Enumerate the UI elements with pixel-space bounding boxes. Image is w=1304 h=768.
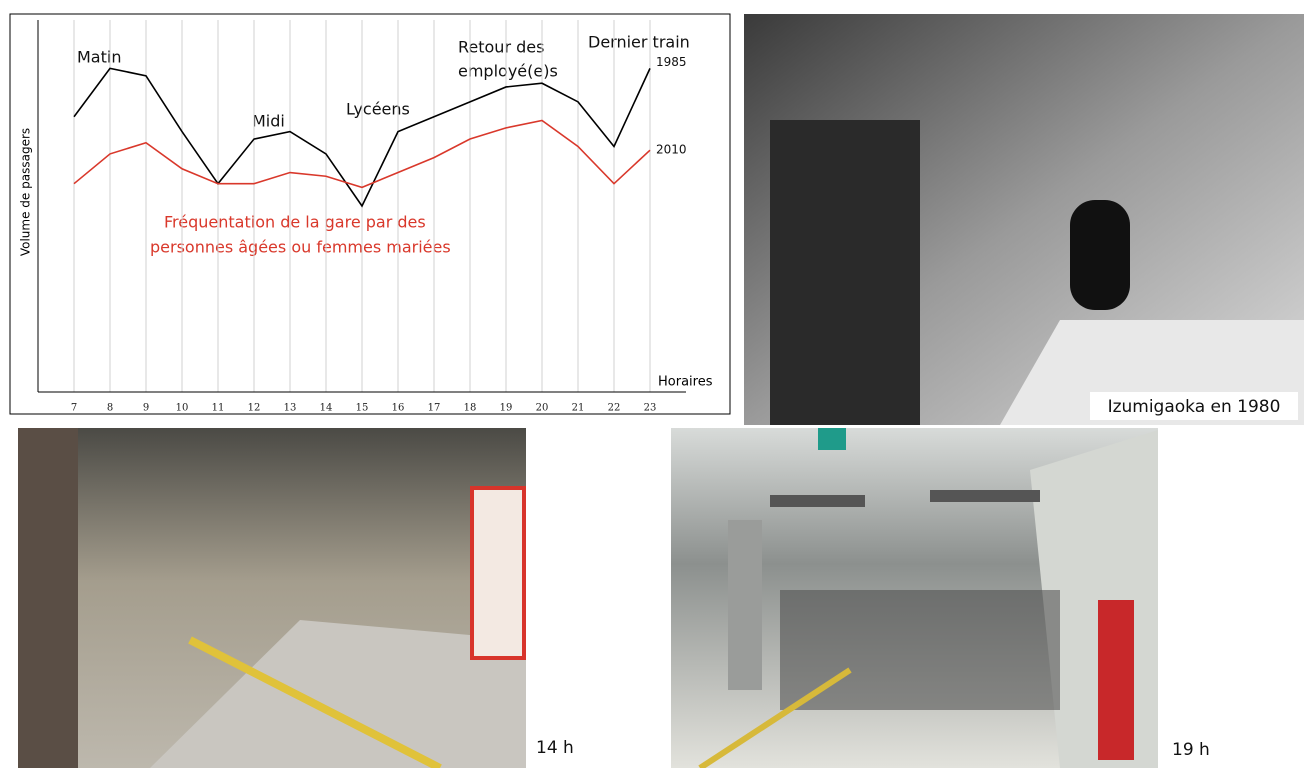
x-tick-label: 18 [464,403,477,414]
x-tick-label: 17 [428,403,441,414]
photo-14h: 14 h [18,428,574,768]
photo-crowd [780,590,1060,710]
annotation: Dernier train [588,33,690,52]
x-axis-label: Horaires [658,375,713,390]
photo-light [930,490,1040,502]
series-label: 2010 [656,143,687,157]
photo-1980: Izumigaoka en 1980 [744,14,1304,425]
x-tick-label: 19 [500,403,513,414]
annotation: employé(e)s [458,62,558,81]
annotation: Retour des [458,38,544,57]
photo-figure [770,120,920,425]
annotation: Fréquentation de la gare par des [164,213,426,232]
y-axis-label: Volume de passagers [19,128,33,256]
photo-caption: Izumigaoka en 1980 [1108,397,1281,417]
chart-frame [9,13,731,415]
photo-tactile [188,636,442,768]
photo-caption: 19 h [1172,740,1210,760]
annotation: personnes âgées ou femmes mariées [150,238,451,257]
x-tick-label: 16 [392,403,405,414]
x-tick-label: 14 [320,403,333,414]
photo-sign [818,428,846,450]
x-tick-label: 21 [572,403,585,414]
photo-caption: 14 h [536,738,574,758]
photo-floor [150,620,526,768]
photo-pillar [728,520,762,690]
series-label: 1985 [656,55,687,69]
chart: Matin Midi Lycéens Retour des employé(e)… [19,20,713,414]
annotation: Lycéens [346,100,410,119]
x-tick-label: 23 [644,403,657,414]
x-tick-label: 8 [107,403,113,414]
photo-shelf [18,428,78,768]
photo-red-stand [1098,600,1134,760]
x-tick-label: 10 [176,403,189,414]
caption-box [1090,392,1298,420]
x-tick-label: 12 [248,403,261,414]
x-tick-label: 20 [536,403,549,414]
photo-tactile [698,667,852,768]
annotation: Midi [252,112,285,131]
x-tick-label: 15 [356,403,369,414]
photo-banner [470,486,526,660]
x-tick-label: 7 [71,403,77,414]
annotation: Matin [77,48,121,67]
photo-escalator [1070,200,1130,310]
x-tick-label: 11 [212,403,225,414]
series-line [73,67,651,208]
photo-19h: 19 h [671,428,1210,768]
series-line [73,119,651,189]
photo-light [770,495,865,507]
x-tick-label: 22 [608,403,621,414]
x-tick-label: 13 [284,403,297,414]
x-tick-label: 9 [143,403,149,414]
